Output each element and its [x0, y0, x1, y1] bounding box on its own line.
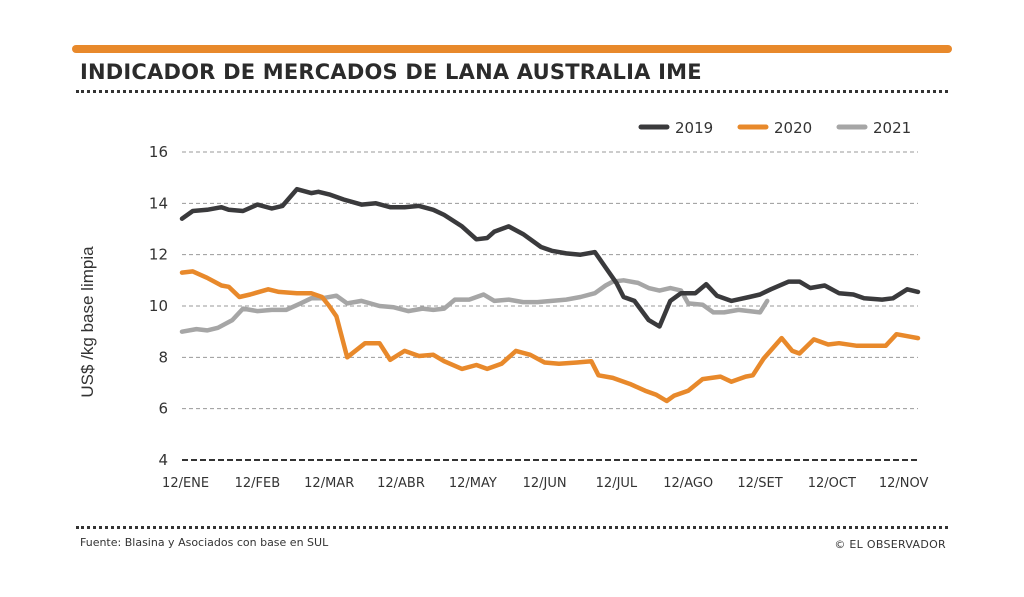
x-tick-label: 12/JUL	[596, 476, 638, 491]
x-tick-label: 12/ABR	[377, 476, 425, 491]
chart-title: INDICADOR DE MERCADOS DE LANA AUSTRALIA …	[80, 60, 702, 84]
title-divider	[76, 90, 948, 93]
series-line-2019	[179, 186, 921, 329]
legend: 2019 2020 2021	[638, 119, 911, 137]
x-tick-label: 12/FEB	[235, 476, 281, 491]
source-note: Fuente: Blasina y Asociados con base en …	[80, 536, 329, 549]
grid-lines	[182, 151, 918, 461]
y-tick-label: 6	[158, 400, 168, 418]
y-tick-labels: 4 6 8 10 12 14 16	[149, 143, 168, 469]
x-tick-label: 12/AGO	[663, 476, 713, 491]
x-tick-label: 12/SET	[737, 476, 782, 491]
legend-label-2019: 2019	[675, 119, 713, 137]
legend-label-2020: 2020	[774, 119, 812, 137]
y-tick-label: 10	[149, 297, 168, 315]
publisher-credit: © EL OBSERVADOR	[834, 538, 946, 551]
y-tick-label: 16	[149, 143, 168, 161]
y-tick-label: 8	[158, 348, 168, 366]
y-tick-label: 12	[149, 246, 168, 264]
x-tick-label: 12/JUN	[523, 476, 567, 491]
x-tick-label: 12/MAY	[449, 476, 497, 491]
footer-divider	[76, 526, 948, 529]
x-tick-label: 12/NOV	[879, 476, 929, 491]
x-tick-labels: 12/ENE 12/FEB 12/MAR 12/ABR 12/MAY 12/JUN 12/J…	[162, 476, 928, 491]
x-tick-label: 12/OCT	[808, 476, 856, 491]
series-line-2020	[179, 269, 921, 404]
legend-label-2021: 2021	[873, 119, 911, 137]
y-tick-label: 4	[158, 451, 168, 469]
x-tick-label: 12/ENE	[162, 476, 209, 491]
x-tick-label: 12/MAR	[304, 476, 354, 491]
series-lines	[179, 186, 921, 404]
top-accent-bar	[72, 45, 952, 53]
y-tick-label: 14	[149, 194, 168, 212]
